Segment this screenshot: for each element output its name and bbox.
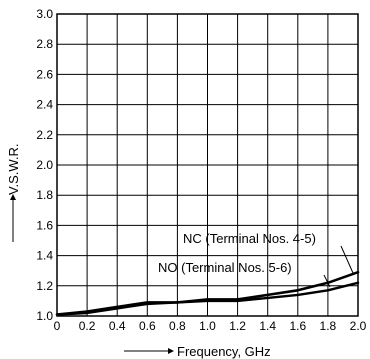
y-tick-label: 1.0	[36, 309, 53, 323]
y-tick-label: 2.4	[36, 98, 53, 112]
annotation-nc: NC (Terminal Nos. 4-5)	[183, 231, 316, 246]
leader-line	[323, 274, 331, 288]
series-lines	[55, 270, 360, 316]
y-tick-label: 2.6	[36, 67, 53, 81]
x-tick-label: 1.6	[289, 319, 306, 333]
y-axis-label: V.S.W.R.	[6, 143, 21, 195]
y-tick-label: 3.0	[36, 7, 53, 21]
series-line-nc	[55, 270, 360, 316]
x-axis-label: Frequency, GHz	[177, 344, 271, 359]
x-axis-title: Frequency, GHz	[124, 344, 271, 359]
x-tick-label: 1.2	[229, 319, 246, 333]
y-tick-label: 2.2	[36, 128, 53, 142]
y-tick-label: 1.2	[36, 279, 53, 293]
x-tick-label: 1.4	[259, 319, 276, 333]
x-tick-label: 0.4	[109, 319, 126, 333]
x-tick-label: 0.8	[169, 319, 186, 333]
annotation-no: NO (Terminal Nos. 5-6)	[158, 260, 292, 275]
x-tick-label: 0	[54, 319, 61, 333]
y-tick-label: 1.4	[36, 249, 53, 263]
x-tick-label: 2.0	[350, 319, 367, 333]
x-axis-ticks: 0 0.2 0.4 0.6 0.8 1.0 1.2 1.4 1.6 1.8 2.0	[54, 319, 367, 333]
leader-line	[340, 245, 354, 274]
x-tick-label: 1.8	[320, 319, 337, 333]
y-tick-label: 1.6	[36, 218, 53, 232]
x-tick-label: 0.6	[139, 319, 156, 333]
y-axis-title: V.S.W.R.	[6, 143, 21, 242]
series-annotations: NC (Terminal Nos. 4-5) NO (Terminal Nos. …	[158, 231, 354, 288]
x-tick-label: 1.0	[199, 319, 216, 333]
plot-frame	[56, 13, 359, 317]
y-tick-label: 2.8	[36, 37, 53, 51]
series-line-no	[55, 281, 360, 316]
y-tick-label: 2.0	[36, 158, 53, 172]
y-axis-ticks: 1.0 1.2 1.4 1.6 1.8 2.0 2.2 2.4 2.6 2.8 3.0	[36, 7, 53, 323]
y-tick-label: 1.8	[36, 188, 53, 202]
x-tick-label: 0.2	[79, 319, 96, 333]
